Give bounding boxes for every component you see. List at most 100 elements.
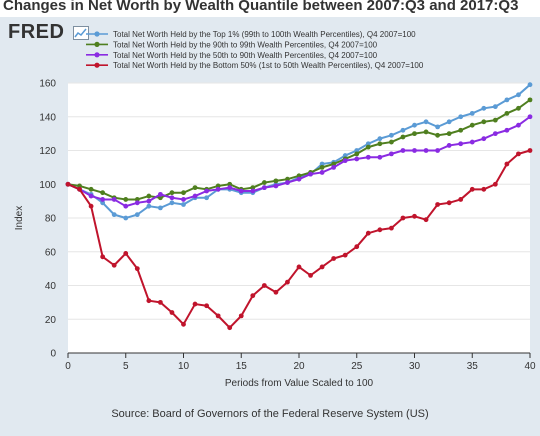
legend: Total Net Worth Held by the Top 1% (99th… [86, 30, 424, 70]
data-point [458, 141, 464, 147]
data-point [377, 227, 383, 233]
legend-item-0: Total Net Worth Held by the Top 1% (99th… [86, 30, 416, 39]
data-point [134, 266, 140, 272]
data-point [111, 212, 117, 218]
data-point [481, 136, 487, 142]
data-point [169, 195, 175, 201]
data-point [504, 127, 510, 133]
legend-item-3: Total Net Worth Held by the Bottom 50% (… [86, 61, 424, 70]
data-point [435, 148, 440, 153]
data-point [146, 198, 152, 204]
data-point [469, 139, 475, 145]
data-point [365, 154, 371, 160]
data-point [481, 186, 487, 192]
data-point [492, 181, 498, 187]
data-point [481, 119, 487, 125]
data-point [435, 132, 440, 138]
x-tick-label: 10 [178, 361, 190, 372]
x-tick-label: 0 [65, 361, 71, 372]
x-tick-label: 40 [524, 361, 536, 372]
data-point [123, 251, 129, 256]
data-point [423, 148, 429, 153]
data-point [516, 122, 521, 128]
data-point [88, 203, 94, 209]
data-point [516, 105, 521, 111]
data-point [285, 176, 290, 182]
data-point [504, 161, 510, 167]
x-tick-label: 20 [293, 361, 305, 372]
chart-sparkline-icon [72, 25, 89, 40]
data-point [158, 195, 163, 201]
data-point [319, 161, 325, 167]
gridlines [68, 82, 530, 320]
data-point [354, 156, 360, 162]
y-tick-label: 160 [39, 79, 56, 90]
data-point [181, 321, 186, 327]
data-point [227, 185, 233, 191]
data-point [296, 176, 302, 182]
data-point [423, 217, 429, 223]
data-point [250, 185, 256, 191]
y-tick-label: 60 [45, 247, 57, 258]
x-tick-label: 15 [236, 361, 248, 372]
data-point [204, 303, 210, 309]
series-group [65, 82, 533, 331]
data-point [446, 119, 452, 125]
series-2 [65, 114, 533, 209]
data-point [412, 148, 417, 153]
data-point [516, 92, 521, 98]
data-point [169, 310, 175, 315]
data-point [389, 151, 394, 157]
series-0 [65, 82, 533, 221]
data-point [169, 190, 175, 196]
legend-swatch-marker [94, 41, 100, 48]
data-point [308, 171, 313, 177]
data-point [492, 131, 498, 137]
x-axis-label: Periods from Value Scaled to 100 [225, 378, 374, 389]
data-point [146, 193, 152, 199]
data-point [412, 131, 417, 137]
data-point [319, 164, 325, 170]
data-point [389, 225, 394, 231]
data-point [123, 197, 129, 202]
data-point [100, 190, 106, 196]
data-point [377, 154, 383, 160]
data-point [527, 97, 533, 103]
data-point [319, 170, 325, 175]
y-tick-label: 80 [45, 214, 57, 225]
data-point [446, 131, 452, 137]
data-point [446, 143, 452, 148]
data-point [308, 272, 313, 278]
data-point [504, 97, 510, 103]
data-point [77, 183, 82, 189]
data-point [181, 190, 186, 196]
legend-label: Total Net Worth Held by the 50th to 90th… [113, 51, 378, 60]
data-point [134, 212, 140, 218]
legend-label: Total Net Worth Held by the Bottom 50% (… [113, 61, 424, 70]
data-point [354, 148, 360, 153]
data-point [365, 144, 371, 150]
series-3 [65, 148, 533, 331]
data-point [227, 181, 233, 187]
data-point [227, 325, 233, 331]
data-point [158, 191, 163, 197]
data-point [412, 122, 417, 128]
data-point [365, 141, 371, 147]
data-point [469, 122, 475, 128]
data-point [377, 136, 383, 142]
data-point [400, 215, 406, 221]
data-point [273, 289, 279, 295]
data-point [354, 151, 360, 157]
legend-label: Total Net Worth Held by the 90th to 99th… [113, 40, 378, 49]
data-point [238, 188, 244, 194]
data-point [100, 197, 106, 202]
data-point [77, 186, 82, 192]
data-point [146, 298, 152, 304]
data-point [389, 132, 394, 138]
legend-swatch-marker [94, 31, 100, 37]
data-point [261, 180, 267, 185]
data-point [192, 193, 198, 199]
data-point [181, 202, 186, 207]
data-point [469, 110, 475, 116]
